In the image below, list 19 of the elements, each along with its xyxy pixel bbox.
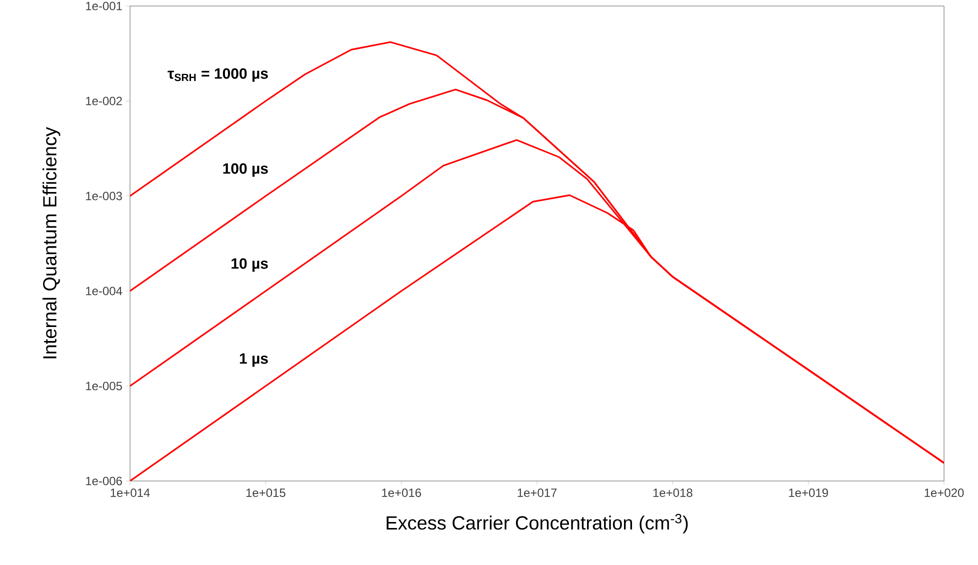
annotation: 100 µs (223, 163, 268, 177)
y-tick-label: 1e-003 (86, 192, 122, 200)
y-tick-label: 1e-004 (86, 286, 122, 296)
x-tick-label: 1e+019 (789, 488, 828, 498)
y-tick-label: 1e-001 (86, 2, 122, 10)
x-tick-label: 1e+016 (382, 488, 422, 498)
y-axis-title: Internal Quantum Efficiency (42, 127, 60, 358)
x-tick-label: 1e+014 (110, 488, 150, 498)
y-tick-label: 1e-006 (86, 476, 122, 486)
x-tick-label: 1e+018 (653, 488, 692, 498)
x-axis-title: Excess Carrier Concentration (cm$^{-3}$) (386, 514, 688, 534)
y-tick-label: 1e-005 (86, 382, 122, 390)
x-tick-label: 1e+017 (518, 488, 557, 498)
annotation: τ$_{SRH}$ = 1000 µs (168, 68, 268, 82)
x-tick-label: 1e+020 (924, 488, 964, 498)
y-tick-label: 1e-002 (86, 96, 122, 106)
x-tick-label: 1e+015 (246, 488, 286, 498)
annotation: 10 µs (232, 258, 268, 272)
annotation: 1 µs (240, 353, 268, 367)
